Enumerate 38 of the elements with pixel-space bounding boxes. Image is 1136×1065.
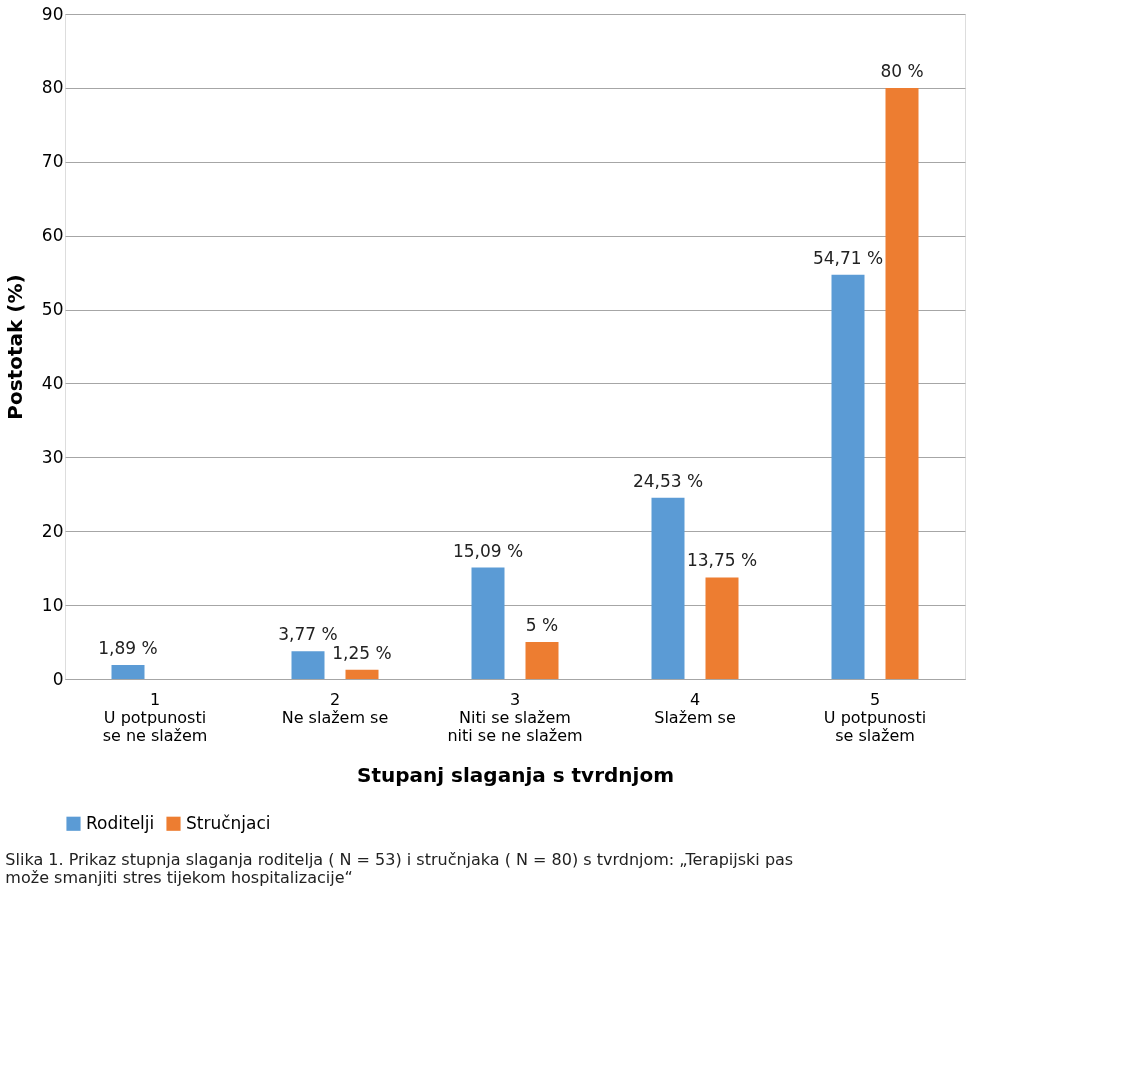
x-tick-label: 5 U potpunosti se slažem xyxy=(823,689,927,745)
data-label: 5 % xyxy=(525,615,559,636)
y-axis-title: Postotak (%) xyxy=(2,274,27,420)
legend-label: Stručnjaci xyxy=(186,812,271,833)
y-tick-label: 20 xyxy=(41,520,64,541)
data-label: 13,75 % xyxy=(686,550,758,571)
y-tick-label: 80 xyxy=(41,77,64,98)
bar xyxy=(885,87,919,679)
data-label: 1,25 % xyxy=(332,642,392,663)
bar xyxy=(705,577,739,679)
x-tick-label: 4 Slažem se xyxy=(654,689,736,727)
y-tick-label: 70 xyxy=(41,151,64,172)
y-tick-label: 90 xyxy=(41,3,64,24)
y-tick-label: 30 xyxy=(41,446,64,467)
y-tick-label: 10 xyxy=(41,594,64,615)
legend-label: Roditelji xyxy=(86,812,155,833)
bar xyxy=(651,497,685,679)
x-axis-title: Stupanj slaganja s tvrdnjom xyxy=(356,762,675,787)
data-label: 3,77 % xyxy=(278,624,338,645)
bar xyxy=(831,274,865,679)
y-tick-label: 60 xyxy=(41,225,64,246)
y-tick-label: 50 xyxy=(41,299,64,320)
data-label: 54,71 % xyxy=(812,247,884,268)
bar xyxy=(291,651,325,679)
y-tick-label: 0 xyxy=(52,668,64,689)
x-tick-label: 2 Ne slažem se xyxy=(281,689,389,727)
data-label: 1,89 % xyxy=(98,638,158,659)
y-tick-label: 40 xyxy=(41,372,64,393)
x-tick-label: 1 U potpunosti se ne slažem xyxy=(102,689,208,745)
bar xyxy=(345,669,379,679)
data-label: 24,53 % xyxy=(632,470,704,491)
data-label: 80 % xyxy=(880,60,924,81)
bar xyxy=(471,567,505,679)
data-label: 15,09 % xyxy=(452,540,524,561)
x-tick-label: 3 Niti se slažem niti se ne slažem xyxy=(447,689,583,745)
bar xyxy=(525,642,559,679)
text: Slika 1. Prikaz stupnja slaganja roditelja ( N = 53) i stručnjaka ( N = 80) s tvrdnjom: „Terapijski pas može smanjiti stres tijekom hospitalizacije“ xyxy=(5,850,794,887)
bar xyxy=(111,665,145,679)
